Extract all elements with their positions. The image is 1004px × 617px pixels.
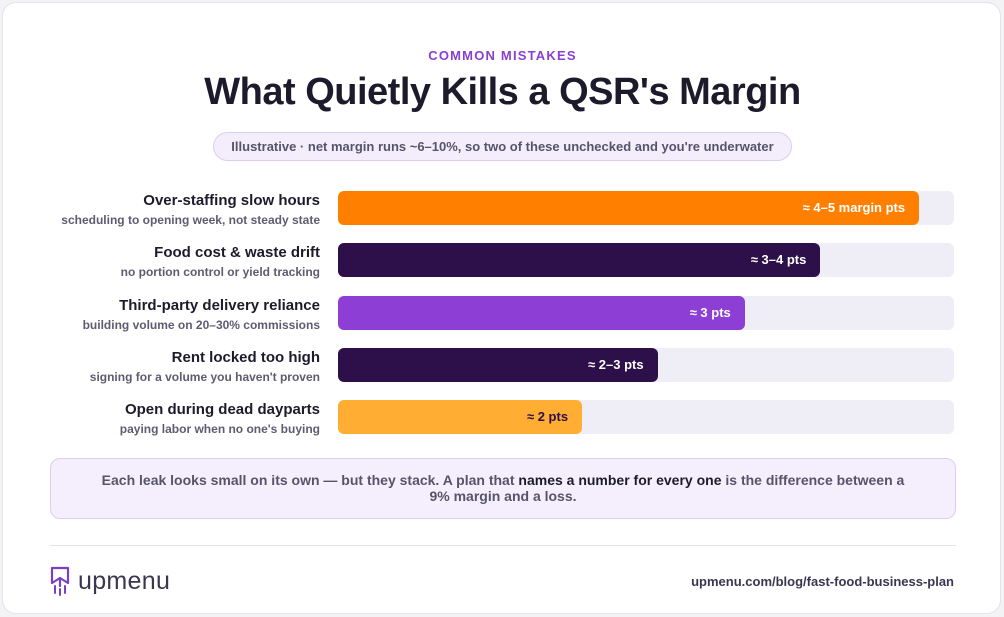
category-description: no portion control or yield tracking [120,265,320,280]
bar: ≈ 2 pts [338,400,583,434]
bar: ≈ 4–5 margin pts [338,191,920,225]
category-description: paying labor when no one's buying [119,422,320,436]
bar: ≈ 2–3 pts [338,347,658,382]
callout-emphasis: names a number for every one [518,472,722,488]
page-title: What Quietly Kills a QSR's Margin [204,71,801,113]
bar-value-label: ≈ 2 pts [526,409,569,424]
category-description: building volume on 20–30% commissions [82,317,320,332]
row-label: Third-party delivery reliance building vo… [23,297,320,333]
row-label: Over-staffing slow hours scheduling to op… [23,192,320,228]
callout-text-end: is the difference between a 9% margin an… [429,472,905,504]
callout-box: Each leak looks small on its own — but t… [50,458,956,519]
footer-divider [50,545,956,546]
bar-track: ≈ 4–5 margin pts [338,191,954,225]
bar-track: ≈ 2–3 pts [338,347,954,382]
bar: ≈ 3 pts [338,295,745,330]
bar: ≈ 3–4 pts [338,243,821,278]
margin-leak-bar-chart: Over-staffing slow hours scheduling to op… [3,3,1002,443]
callout-text-start: Each leak looks small on its own — but t… [101,472,519,488]
row-label: Food cost & waste drift no portion contro… [23,244,320,280]
category-description: signing for a volume you haven't proven [89,369,320,384]
brand-logo: upmenu [50,566,170,596]
category-label: Rent locked too high [171,348,320,366]
bar-value-label: ≈ 4–5 margin pts [802,200,906,215]
brand-name: upmenu [78,566,171,595]
bar-value-label: ≈ 3–4 pts [750,252,807,268]
subtitle-wrapper: Illustrative · net margin runs ~6–10%, s… [3,132,1002,161]
row-label: Rent locked too high signing for a volume… [23,349,320,385]
footer-url[interactable]: upmenu.com/blog/fast-food-business-plan [691,574,954,589]
bar-track: ≈ 2 pts [338,400,954,434]
bar-track: ≈ 3 pts [338,295,954,330]
bookmark-menu-icon [50,566,70,596]
category-label: Food cost & waste drift [154,244,320,262]
bar-value-label: ≈ 3 pts [689,304,731,320]
subtitle-pill: Illustrative · net margin runs ~6–10%, s… [213,132,792,161]
eyebrow-label: COMMON MISTAKES [428,48,577,63]
category-label: Open during dead dayparts [124,401,320,418]
bar-track: ≈ 3–4 pts [338,243,954,278]
row-label: Open during dead dayparts paying labor wh… [23,401,320,437]
category-description: scheduling to opening week, not steady s… [61,213,320,227]
bar-value-label: ≈ 2–3 pts [588,356,644,372]
category-label: Third-party delivery reliance [119,296,320,314]
category-label: Over-staffing slow hours [143,192,320,209]
